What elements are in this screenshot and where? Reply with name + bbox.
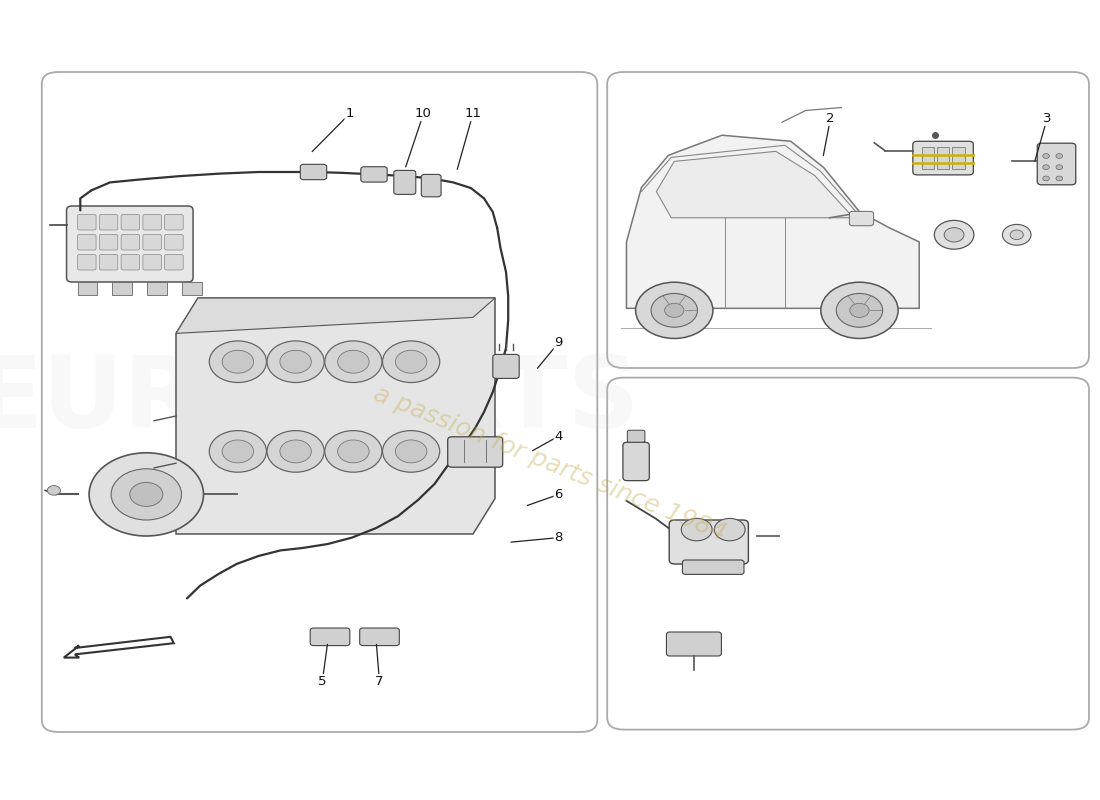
Circle shape <box>1056 165 1063 170</box>
FancyBboxPatch shape <box>360 628 399 646</box>
Circle shape <box>934 220 974 249</box>
Circle shape <box>130 482 163 506</box>
FancyBboxPatch shape <box>913 142 974 175</box>
FancyBboxPatch shape <box>112 282 132 294</box>
FancyBboxPatch shape <box>421 174 441 197</box>
Circle shape <box>1056 176 1063 181</box>
Text: 3: 3 <box>1043 112 1052 125</box>
Circle shape <box>267 341 324 382</box>
FancyBboxPatch shape <box>99 214 118 230</box>
FancyBboxPatch shape <box>66 206 194 282</box>
Polygon shape <box>64 637 174 658</box>
Circle shape <box>383 341 440 382</box>
Circle shape <box>47 486 60 495</box>
FancyBboxPatch shape <box>607 72 1089 368</box>
Text: 4: 4 <box>554 430 563 442</box>
Circle shape <box>222 440 254 463</box>
Circle shape <box>209 430 266 472</box>
FancyBboxPatch shape <box>77 254 96 270</box>
FancyBboxPatch shape <box>99 234 118 250</box>
FancyBboxPatch shape <box>1037 143 1076 185</box>
FancyBboxPatch shape <box>953 147 965 170</box>
Text: EURØPARTS: EURØPARTS <box>0 351 640 449</box>
Circle shape <box>836 294 882 327</box>
FancyBboxPatch shape <box>99 254 118 270</box>
FancyBboxPatch shape <box>77 214 96 230</box>
FancyBboxPatch shape <box>77 282 97 294</box>
FancyBboxPatch shape <box>623 442 649 481</box>
FancyBboxPatch shape <box>165 234 184 250</box>
FancyBboxPatch shape <box>682 560 744 574</box>
Circle shape <box>681 518 712 541</box>
Circle shape <box>1043 154 1049 158</box>
FancyBboxPatch shape <box>42 72 597 732</box>
Circle shape <box>664 303 684 318</box>
Circle shape <box>821 282 898 338</box>
FancyBboxPatch shape <box>394 170 416 194</box>
FancyBboxPatch shape <box>361 166 387 182</box>
Text: 5: 5 <box>318 675 327 688</box>
Circle shape <box>209 341 266 382</box>
FancyBboxPatch shape <box>607 378 1089 730</box>
FancyBboxPatch shape <box>669 520 748 564</box>
Circle shape <box>1043 176 1049 181</box>
FancyBboxPatch shape <box>922 147 934 170</box>
Circle shape <box>222 350 254 373</box>
Polygon shape <box>176 298 495 534</box>
Text: 10: 10 <box>415 107 432 120</box>
Text: 7: 7 <box>375 675 384 688</box>
Circle shape <box>1056 154 1063 158</box>
Circle shape <box>395 350 427 373</box>
FancyBboxPatch shape <box>300 164 327 180</box>
Circle shape <box>944 227 964 242</box>
Circle shape <box>279 350 311 373</box>
Text: a passion for parts since 1984: a passion for parts since 1984 <box>371 382 729 546</box>
FancyBboxPatch shape <box>121 214 140 230</box>
FancyBboxPatch shape <box>493 354 519 378</box>
Polygon shape <box>176 298 495 334</box>
Circle shape <box>714 518 745 541</box>
Circle shape <box>324 341 382 382</box>
Circle shape <box>395 440 427 463</box>
FancyBboxPatch shape <box>627 430 645 442</box>
Circle shape <box>383 430 440 472</box>
Text: 8: 8 <box>554 531 563 544</box>
FancyBboxPatch shape <box>667 632 722 656</box>
Circle shape <box>850 303 869 318</box>
FancyBboxPatch shape <box>143 234 162 250</box>
FancyBboxPatch shape <box>937 147 949 170</box>
Circle shape <box>636 282 713 338</box>
Circle shape <box>651 294 697 327</box>
Text: 6: 6 <box>554 488 563 501</box>
Circle shape <box>1002 224 1031 245</box>
Text: 2: 2 <box>826 112 835 125</box>
Circle shape <box>338 440 370 463</box>
Text: 1: 1 <box>345 107 354 120</box>
FancyBboxPatch shape <box>143 214 162 230</box>
FancyBboxPatch shape <box>121 234 140 250</box>
Polygon shape <box>657 151 854 218</box>
FancyBboxPatch shape <box>448 437 503 467</box>
FancyBboxPatch shape <box>310 628 350 646</box>
Circle shape <box>338 350 370 373</box>
FancyBboxPatch shape <box>143 254 162 270</box>
Text: 11: 11 <box>464 107 482 120</box>
Circle shape <box>279 440 311 463</box>
Circle shape <box>111 469 182 520</box>
FancyBboxPatch shape <box>121 254 140 270</box>
FancyBboxPatch shape <box>165 214 184 230</box>
Circle shape <box>89 453 204 536</box>
Text: 9: 9 <box>554 336 563 349</box>
Polygon shape <box>627 135 920 308</box>
FancyBboxPatch shape <box>147 282 167 294</box>
FancyBboxPatch shape <box>849 211 873 226</box>
FancyBboxPatch shape <box>77 234 96 250</box>
Circle shape <box>1043 165 1049 170</box>
Circle shape <box>267 430 324 472</box>
Circle shape <box>1010 230 1023 239</box>
Circle shape <box>324 430 382 472</box>
FancyBboxPatch shape <box>165 254 184 270</box>
FancyBboxPatch shape <box>183 282 202 294</box>
